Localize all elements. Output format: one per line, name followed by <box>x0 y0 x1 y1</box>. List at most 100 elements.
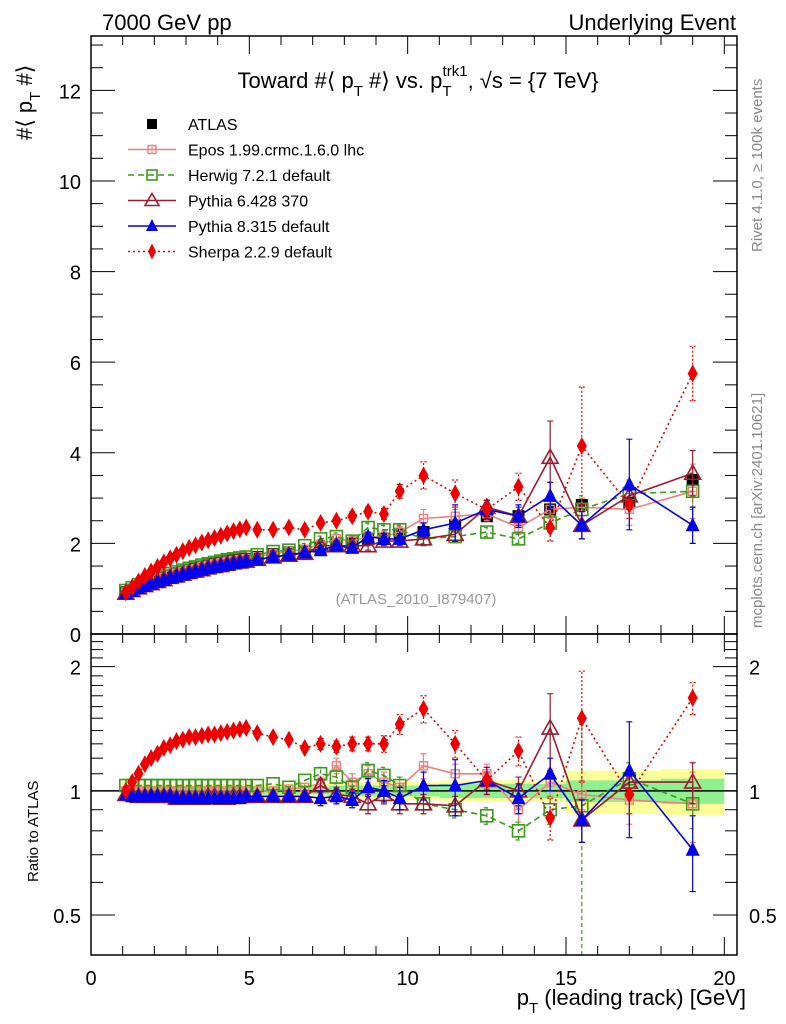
data-point-sherpa <box>241 719 252 738</box>
data-point-pythia8 <box>345 539 360 554</box>
data-point-sherpa <box>363 502 374 521</box>
data-point-sherpa <box>283 730 294 749</box>
error-bar <box>578 670 585 783</box>
data-point-pythia8 <box>543 487 558 502</box>
title-subscript: T <box>442 83 451 100</box>
header-right: Underlying Event <box>568 10 736 35</box>
error-bar <box>578 386 585 506</box>
legend-label: Herwig 7.2.1 default <box>188 168 331 185</box>
data-point-pythia8 <box>329 537 344 552</box>
data-point-herwig <box>511 532 526 546</box>
y-tick-label: 4 <box>70 444 81 466</box>
x-tick-label: 10 <box>397 968 419 990</box>
y-tick-label: 2 <box>70 534 81 556</box>
ratio-frame <box>90 633 738 956</box>
legend-marker <box>143 191 161 207</box>
data-point-pythia8 <box>297 544 312 559</box>
marker-cross <box>332 761 341 770</box>
ratio-y-tick-label-right: 1 <box>749 782 760 804</box>
error-bar-line <box>578 670 585 783</box>
error-bar <box>689 345 696 402</box>
data-point-pythia8 <box>313 790 328 805</box>
data-point-sherpa <box>331 511 342 530</box>
data-point-sherpa <box>394 482 405 501</box>
data-point-sherpa <box>545 518 556 537</box>
legend-label: Pythia 8.315 default <box>188 219 330 236</box>
error-bar <box>626 776 633 815</box>
legend-marker <box>148 243 156 260</box>
main-title: Toward #⟨ pT #⟩ vs. pTtrk1, √s = {7 TeV} <box>237 63 598 100</box>
data-point-sherpa <box>378 734 389 753</box>
data-point-pythia6 <box>414 529 433 546</box>
data-point-pythia6 <box>414 794 433 811</box>
y-tick-label: 8 <box>70 263 81 285</box>
y-tick-label: 12 <box>59 81 81 103</box>
data-point-sherpa <box>513 741 524 760</box>
data-point-pythia8 <box>574 811 589 826</box>
data-point-pythia8 <box>543 765 558 780</box>
data-point-sherpa <box>184 728 195 747</box>
data-point-herwig <box>297 773 312 788</box>
data-point-pythia8 <box>574 517 589 532</box>
series-line-sherpa <box>125 373 694 593</box>
series-pythia8 <box>118 721 700 893</box>
error-bar-line <box>515 736 522 767</box>
data-point-pythia8 <box>250 788 265 803</box>
data-point-sherpa <box>624 495 635 514</box>
error-bar-line <box>689 449 696 497</box>
data-point-sherpa <box>228 522 239 541</box>
y-tick-label: 0 <box>70 625 81 647</box>
ratio-ylabel: Ratio to ATLAS <box>25 781 42 882</box>
data-point-pythia8 <box>297 788 312 803</box>
data-point-sherpa <box>234 520 245 539</box>
data-point-sherpa <box>347 507 358 526</box>
data-point-sherpa <box>687 688 698 707</box>
data-point-sherpa <box>241 518 252 537</box>
legend-item-herwig: Herwig 7.2.1 default <box>128 168 331 185</box>
error-bar-line <box>578 386 585 506</box>
header-left: 7000 GeV pp <box>102 10 232 35</box>
data-point-sherpa <box>450 734 461 753</box>
data-point-sherpa <box>222 722 233 741</box>
data-point-sherpa <box>418 466 429 485</box>
legend-label: Epos 1.99.crmc.1.6.0 lhc <box>188 143 364 160</box>
series-herwig <box>119 715 700 956</box>
error-bar-line <box>689 762 696 805</box>
series-sherpa <box>120 670 698 841</box>
data-point-sherpa <box>203 725 214 744</box>
data-point-pythia8 <box>239 788 254 803</box>
data-point-sherpa <box>228 721 239 740</box>
data-point-pythia8 <box>266 788 281 803</box>
data-point-sherpa <box>209 528 220 547</box>
data-point-pythia8 <box>511 508 526 523</box>
error-bar <box>689 762 696 805</box>
error-bar <box>515 736 522 767</box>
data-point-pythia8 <box>329 788 344 803</box>
legend-item-pythia8: Pythia 8.315 default <box>128 219 330 236</box>
legend-item-sherpa: Sherpa 2.2.9 default <box>128 243 333 262</box>
data-point-epos <box>418 513 429 524</box>
data-point-pythia6 <box>683 772 703 789</box>
data-point-herwig <box>480 525 494 539</box>
error-bar-line <box>626 776 633 815</box>
data-point-pythia8 <box>416 521 431 536</box>
data-point-sherpa <box>196 726 207 745</box>
data-point-epos <box>418 761 429 771</box>
ratio-y-tick-label: 2 <box>70 658 81 680</box>
data-point-pythia6 <box>540 447 560 465</box>
data-point-epos <box>331 761 342 771</box>
x-tick-label: 0 <box>85 968 96 990</box>
ratio-axes: 0.5 0.51 12 20 5 10 15 20 <box>53 633 777 990</box>
data-point-sherpa <box>222 524 233 543</box>
data-point-pythia8 <box>622 762 637 777</box>
analysis-watermark: (ATLAS_2010_I879407) <box>336 591 497 608</box>
data-point-sherpa <box>283 518 294 537</box>
y-tick-label: 10 <box>59 172 81 194</box>
ratio-series-group <box>116 670 703 956</box>
data-point-sherpa <box>545 808 556 827</box>
data-point-pythia8 <box>281 788 296 803</box>
data-point-pythia8 <box>239 553 254 568</box>
marker-cross <box>419 761 428 770</box>
data-point-pythia8 <box>448 777 463 792</box>
